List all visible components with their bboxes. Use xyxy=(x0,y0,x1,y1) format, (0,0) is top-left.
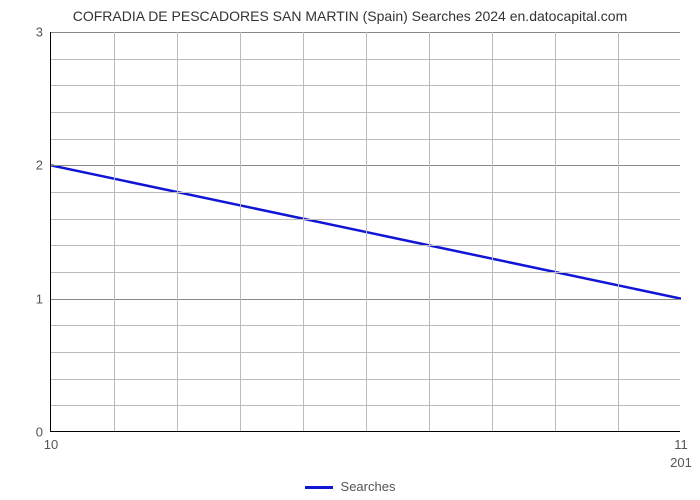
plot-area: 01231011201 xyxy=(50,32,680,432)
x-tick-label: 11 xyxy=(674,437,688,452)
grid-line-vertical xyxy=(618,32,619,431)
y-tick-label: 3 xyxy=(36,25,43,40)
grid-line-vertical xyxy=(240,32,241,431)
legend: Searches xyxy=(0,479,700,494)
grid-line-vertical xyxy=(114,32,115,431)
grid-line-vertical xyxy=(177,32,178,431)
grid-line-vertical xyxy=(492,32,493,431)
grid-line-vertical xyxy=(429,32,430,431)
grid-line-vertical xyxy=(366,32,367,431)
chart-title: COFRADIA DE PESCADORES SAN MARTIN (Spain… xyxy=(0,8,700,24)
y-tick-label: 1 xyxy=(36,291,43,306)
grid-line-vertical xyxy=(303,32,304,431)
x-tick-label: 10 xyxy=(44,437,58,452)
legend-swatch xyxy=(305,486,333,489)
legend-label: Searches xyxy=(341,479,396,494)
x-secondary-label: 201 xyxy=(670,455,692,470)
y-tick-label: 2 xyxy=(36,158,43,173)
y-tick-label: 0 xyxy=(36,425,43,440)
grid-line-vertical xyxy=(555,32,556,431)
chart-container: COFRADIA DE PESCADORES SAN MARTIN (Spain… xyxy=(0,0,700,500)
